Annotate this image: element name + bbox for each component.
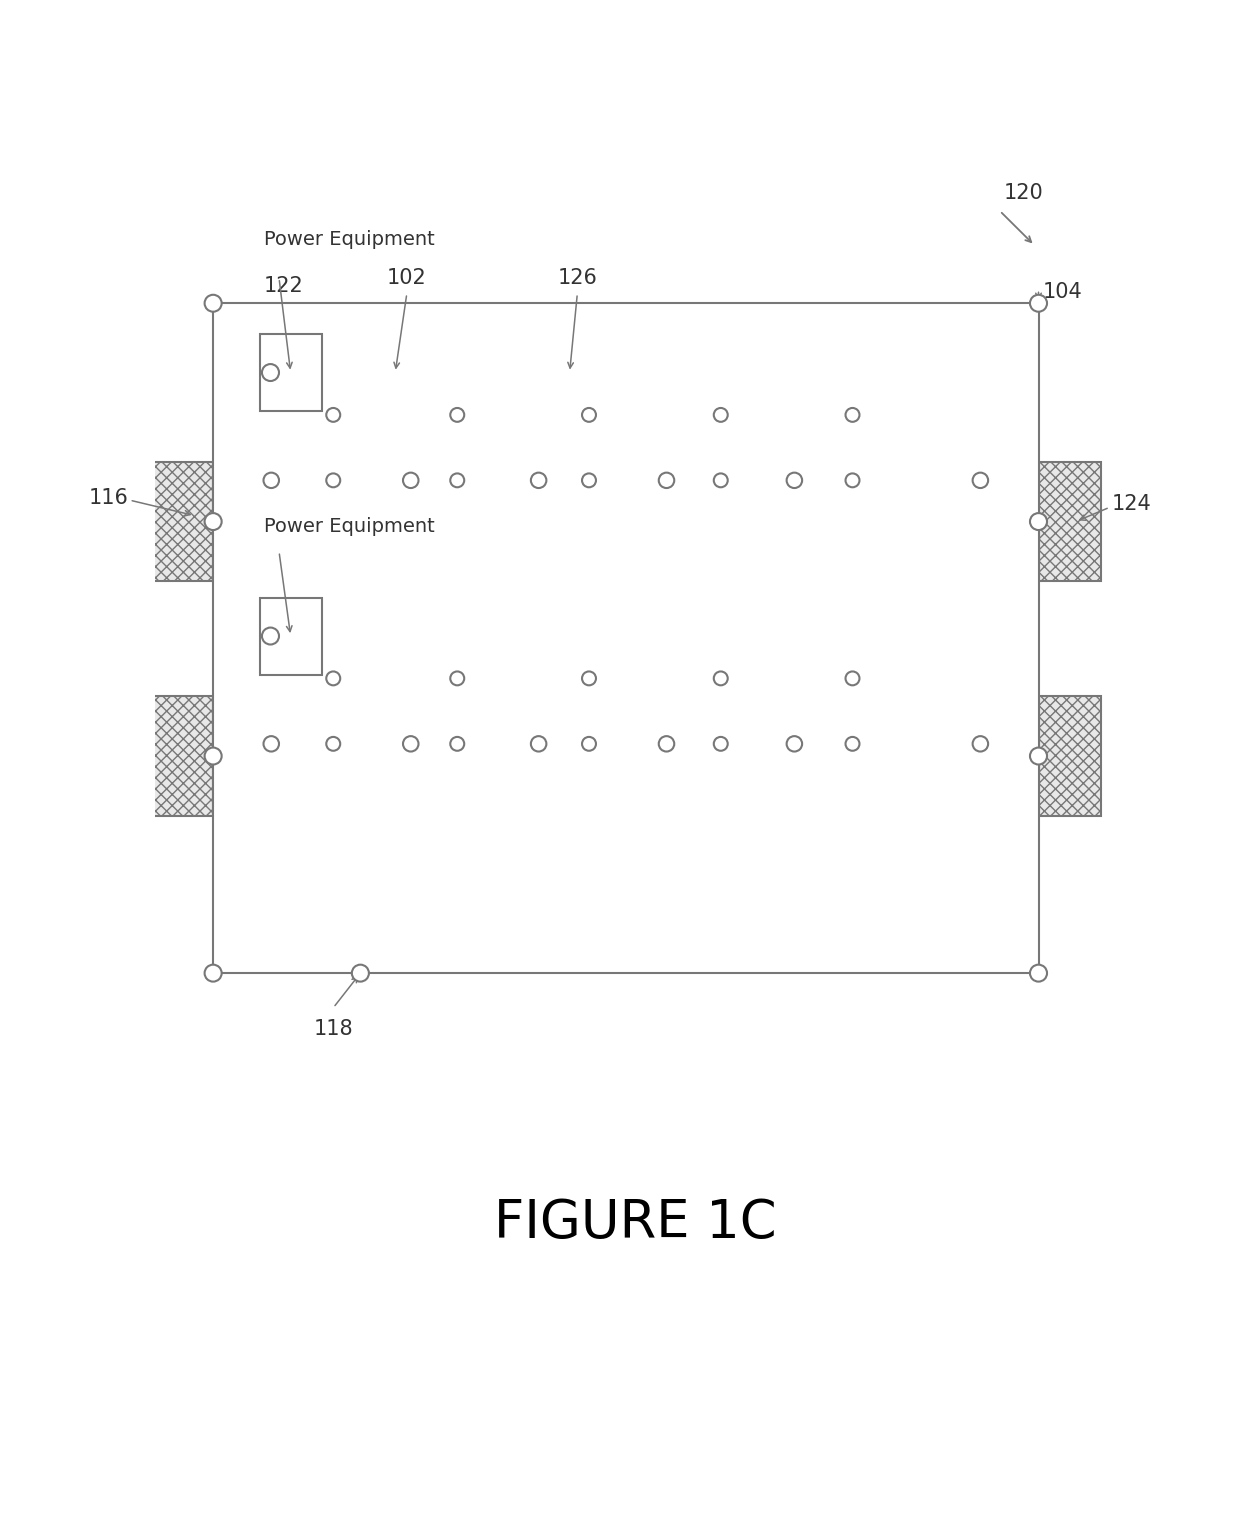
Circle shape: [262, 627, 279, 644]
Text: 118: 118: [314, 1019, 353, 1039]
Circle shape: [658, 736, 675, 751]
Bar: [151, 462, 213, 581]
Bar: [259, 598, 321, 674]
Circle shape: [714, 407, 728, 421]
Bar: [321, 594, 906, 679]
Bar: [321, 481, 906, 565]
Circle shape: [658, 473, 675, 488]
Circle shape: [1030, 513, 1047, 530]
Circle shape: [326, 473, 340, 487]
Text: FIGURE 1C: FIGURE 1C: [495, 1198, 776, 1250]
Circle shape: [326, 671, 340, 685]
Bar: [1039, 462, 1101, 581]
Bar: [213, 304, 1039, 974]
Text: Power Equipment: Power Equipment: [263, 517, 434, 536]
Circle shape: [714, 671, 728, 685]
Circle shape: [582, 671, 596, 685]
Circle shape: [714, 737, 728, 751]
Text: 124: 124: [1112, 494, 1152, 514]
Bar: [151, 696, 213, 816]
Circle shape: [263, 473, 279, 488]
Circle shape: [846, 407, 859, 421]
Circle shape: [205, 964, 222, 981]
Circle shape: [450, 671, 464, 685]
Circle shape: [403, 473, 419, 488]
Text: 102: 102: [387, 269, 427, 288]
Circle shape: [846, 473, 859, 487]
Circle shape: [205, 748, 222, 765]
Text: Power Equipment: Power Equipment: [263, 230, 434, 249]
Text: 104: 104: [1043, 282, 1083, 302]
Text: 120: 120: [1003, 183, 1043, 203]
Circle shape: [714, 473, 728, 487]
Circle shape: [450, 473, 464, 487]
Circle shape: [846, 737, 859, 751]
Circle shape: [582, 473, 596, 487]
Text: 122: 122: [263, 276, 304, 296]
Circle shape: [1030, 748, 1047, 765]
Circle shape: [846, 671, 859, 685]
Circle shape: [972, 473, 988, 488]
Circle shape: [262, 365, 279, 382]
Circle shape: [403, 736, 419, 751]
Circle shape: [972, 736, 988, 751]
Circle shape: [1030, 964, 1047, 981]
Text: 126: 126: [558, 269, 598, 288]
Circle shape: [786, 736, 802, 751]
Bar: [259, 334, 321, 410]
Circle shape: [326, 737, 340, 751]
Circle shape: [786, 473, 802, 488]
Circle shape: [205, 295, 222, 311]
Circle shape: [582, 407, 596, 421]
Circle shape: [1030, 295, 1047, 311]
Bar: [1039, 696, 1101, 816]
Circle shape: [263, 736, 279, 751]
Circle shape: [450, 737, 464, 751]
Circle shape: [531, 473, 547, 488]
Circle shape: [326, 407, 340, 421]
Circle shape: [205, 513, 222, 530]
Text: 116: 116: [88, 488, 129, 508]
Circle shape: [352, 964, 370, 981]
Circle shape: [450, 407, 464, 421]
Bar: [321, 743, 906, 829]
Circle shape: [531, 736, 547, 751]
Bar: [321, 330, 906, 415]
Circle shape: [582, 737, 596, 751]
